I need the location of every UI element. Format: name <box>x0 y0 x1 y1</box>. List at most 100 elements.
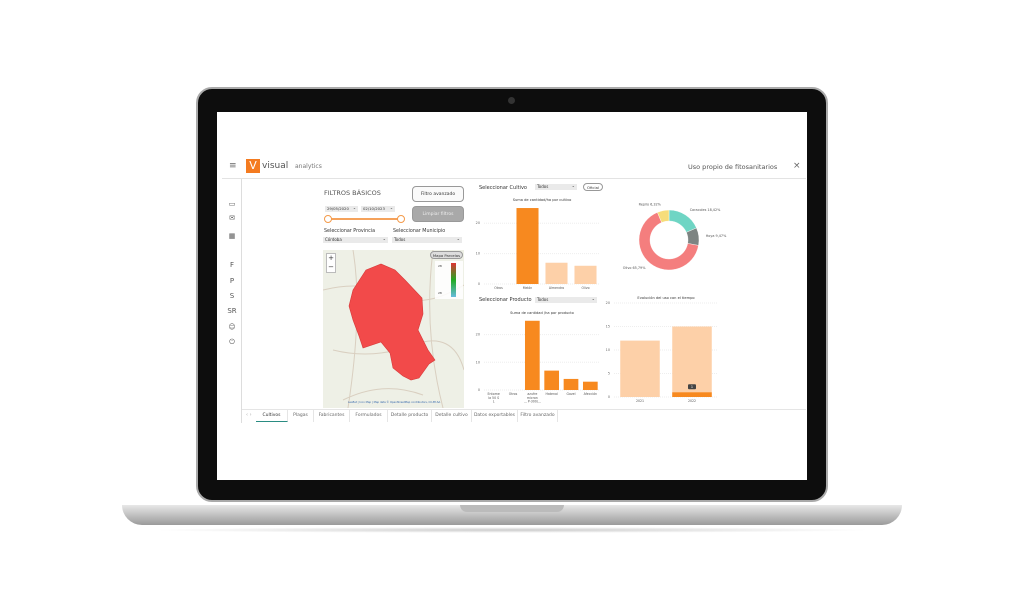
cultivo-select[interactable]: Todos <box>535 183 577 190</box>
bar-almendro <box>545 262 568 284</box>
zoom-control: + − <box>326 253 336 273</box>
x-tick-label: 2021 <box>636 399 644 403</box>
sidebar-item-sr[interactable]: SR <box>227 307 237 315</box>
y-tick-label: 10 <box>476 252 480 256</box>
tab-datos-exportables[interactable]: Datos exportables <box>472 409 518 422</box>
logo-text-light: analytics <box>295 163 322 170</box>
laptop-shadow <box>150 527 874 533</box>
data-label-bg <box>688 384 696 390</box>
map-legend: 28 28 <box>435 261 463 299</box>
producto-bar-chart: Suma de cantidad /ha por producto 0 10 20 En… <box>476 311 600 404</box>
chart-title: Suma de cantidad/ha por cultivo <box>513 198 572 202</box>
y-tick-label: 0 <box>478 388 480 392</box>
slice-label: Caracoles 18,42% <box>690 208 721 212</box>
qr-icon[interactable]: ▦ <box>228 232 236 240</box>
legend-max: 28 <box>438 264 442 268</box>
date-slider-start-handle[interactable] <box>324 215 332 223</box>
tabs-divider <box>242 409 806 410</box>
x-tick-label: Melón <box>523 286 533 290</box>
advanced-filter-button[interactable]: Filtro avanzado <box>412 186 464 202</box>
tab-detalle-producto[interactable]: Detalle producto <box>388 409 432 422</box>
tab-detalle-cultivo[interactable]: Detalle cultivo <box>432 409 472 422</box>
bar-afecci-n <box>582 381 598 390</box>
y-tick-label: 0 <box>608 395 610 399</box>
sidebar: ▭ ✉ ▦ F P S SR ☺ ⏻ <box>222 179 242 423</box>
close-button[interactable]: × <box>793 161 801 171</box>
provincia-label: Seleccionar Provincia <box>324 229 376 234</box>
municipio-label: Seleccionar Municipio <box>393 229 446 234</box>
bar-2021 <box>620 340 660 397</box>
logo-text-bold: visual <box>262 161 289 171</box>
clear-filters-button[interactable]: Limpiar filtros <box>412 206 464 222</box>
bar-azufre-micron-p-300- <box>524 320 540 390</box>
slice-caracoles <box>668 209 697 233</box>
y-tick-label: 10 <box>476 360 480 364</box>
map-parcelas-button[interactable]: Mapa Parcelas <box>430 251 463 259</box>
date-slider-end-handle[interactable] <box>397 215 405 223</box>
x-tick-label: azufre micron... P-300/... <box>524 392 541 404</box>
bar-hatenal <box>544 370 560 390</box>
bar-gazel <box>563 378 579 390</box>
x-tick-label: Afección <box>584 392 598 396</box>
slice-label: Repilo 6,32% <box>639 203 662 207</box>
overlay-bar <box>672 392 712 397</box>
producto-label: Seleccionar Producto <box>479 297 532 303</box>
sidebar-item-p[interactable]: P <box>229 277 235 285</box>
tab-formulados[interactable]: Formulados <box>350 409 388 422</box>
time-bar-chart: Evolución del uso con el tiempo051015202… <box>606 296 718 403</box>
x-tick-label: Hatenal <box>545 392 558 396</box>
menu-icon[interactable]: ≡ <box>229 161 237 171</box>
y-tick-label: 15 <box>606 325 610 329</box>
dashboard-app: ≡ V visual analytics Uso propio de fitos… <box>222 155 806 423</box>
y-tick-label: 20 <box>476 221 480 225</box>
oficial-button[interactable]: Oficial <box>583 183 603 191</box>
page-title: Uso propio de fitosanitarios <box>688 163 778 171</box>
date-to-input[interactable]: 02/10/2023 <box>361 205 395 212</box>
bar-mel-n <box>516 208 539 284</box>
sidebar-item-s[interactable]: S <box>229 292 235 300</box>
producto-select[interactable]: Todos <box>535 296 597 303</box>
provincia-select[interactable]: Córdoba <box>323 236 388 243</box>
chart-title: Evolución del uso con el tiempo <box>637 296 694 300</box>
logo-icon: V <box>246 159 260 173</box>
zoom-in-button[interactable]: + <box>328 254 334 262</box>
x-tick-label: Otros <box>509 392 518 396</box>
map-attribution[interactable]: Leaflet | Icon Map | Map data © OpenStre… <box>348 401 441 404</box>
tab-cultivos[interactable]: Cultivos <box>256 409 288 422</box>
user-icon[interactable]: ☺ <box>228 323 236 331</box>
x-tick-label: Gazel <box>567 392 576 396</box>
legend-gradient <box>451 263 456 297</box>
tab-plagas[interactable]: Plagas <box>288 409 314 422</box>
y-tick-label: 20 <box>606 301 610 305</box>
webcam <box>508 97 515 104</box>
legend-min: 28 <box>438 291 442 295</box>
y-tick-label: 10 <box>606 348 610 352</box>
municipio-select[interactable]: Todos <box>392 236 462 243</box>
briefcase-icon[interactable]: ▭ <box>228 200 236 208</box>
slice-repilo <box>657 209 670 223</box>
power-icon[interactable]: ⏻ <box>229 338 235 346</box>
region-cordoba[interactable] <box>348 263 436 381</box>
x-tick-label: Olivo <box>581 286 589 290</box>
map-canvas <box>323 250 464 408</box>
tabs-scroll-arrows[interactable]: ‹ › <box>246 412 252 418</box>
date-slider-track <box>328 218 402 220</box>
x-tick-label: Otros <box>494 286 503 290</box>
date-from-input[interactable]: 29/05/2020 <box>325 205 358 212</box>
mail-icon[interactable]: ✉ <box>229 214 235 222</box>
slice-label: Hoya 9,47% <box>706 234 727 238</box>
zoom-out-button[interactable]: − <box>328 263 334 271</box>
tab-filtro-avanzado[interactable]: Filtro avanzado <box>518 409 558 422</box>
tab-fabricantes[interactable]: Fabricantes <box>314 409 350 422</box>
cultivo-bar-chart: Suma de cantidad/ha por cultivo 0 10 20 Otro… <box>476 198 600 290</box>
sidebar-item-f[interactable]: F <box>229 261 235 269</box>
filters-title: FILTROS BÁSICOS <box>324 189 381 197</box>
bar-olivo <box>574 265 597 284</box>
app-header: ≡ V visual analytics Uso propio de fitos… <box>222 155 806 179</box>
cultivo-label: Seleccionar Cultivo <box>479 185 527 191</box>
slice-label: Olivo 65,79% <box>623 266 646 270</box>
data-label: 1 <box>691 385 693 389</box>
y-tick-label: 5 <box>608 372 610 376</box>
map[interactable]: + − Mapa Parcelas 28 28 Leaflet | Icon M… <box>323 250 464 408</box>
